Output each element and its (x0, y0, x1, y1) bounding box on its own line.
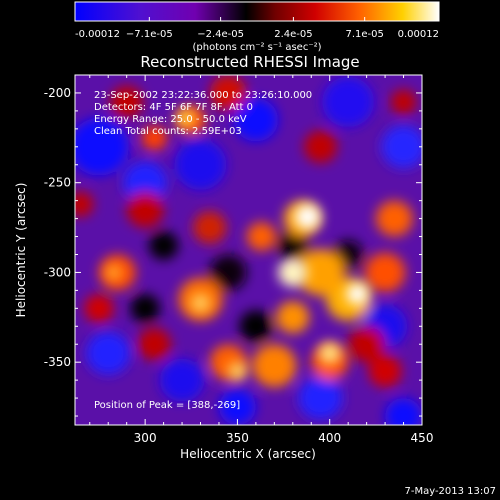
x-tick-label: 450 (411, 431, 434, 445)
footer-date: 7-May-2013 13:07 (404, 486, 496, 497)
colorbar-tick-label: −2.4e-05 (197, 29, 244, 40)
heatmap-blob (385, 398, 422, 425)
y-axis-label: Heliocentric Y (arcsec) (14, 183, 28, 318)
heatmap-blob (364, 252, 406, 293)
heatmap-peak-core (191, 293, 210, 312)
heatmap-blob (218, 389, 256, 425)
heatmap-blob (122, 161, 168, 205)
heatmap-blob (246, 222, 277, 251)
y-tick-label: -300 (44, 265, 71, 279)
heatmap-blob (233, 98, 279, 142)
clean-counts-annotation: Clean Total counts: 2.59E+03 (94, 126, 242, 137)
heatmap-blob (278, 231, 308, 260)
heatmap-peak-core (346, 283, 369, 305)
heatmap-peak-core (176, 109, 195, 128)
heatmap-peak-core (318, 342, 341, 364)
colorbar-ticks: -0.00012 −7.1e-05 −2.4e-05 2.4e-05 7.1e-05 0.… (74, 17, 440, 40)
heatmap-blob (193, 211, 227, 244)
heatmap-blob (148, 231, 179, 260)
heatmap-blob (174, 139, 227, 190)
heatmap-blob (126, 191, 164, 228)
heatmap-peak-core (106, 265, 122, 280)
heatmap-blob (141, 125, 168, 151)
chart-title: Reconstructed RHESSI Image (140, 53, 359, 71)
heatmap-blob (303, 130, 338, 163)
heatmap-blob (298, 376, 343, 420)
heatmap-blob (137, 328, 171, 361)
heatmap-peak-core (228, 362, 247, 381)
plot-frame (74, 74, 423, 426)
heatmap-blob (86, 331, 131, 375)
heatmap-blob (209, 75, 247, 111)
y-tick-label: -350 (44, 355, 71, 369)
heatmap-image (75, 75, 422, 425)
heatmap-blob (110, 85, 144, 119)
heatmap-peak-core (278, 258, 308, 287)
heatmap-blob (75, 118, 129, 176)
peak-position-label: Position of Peak = [388,-269] (94, 400, 240, 411)
heatmap-blob (375, 200, 413, 237)
heatmap-blob (75, 191, 94, 217)
heatmap-blob (348, 326, 386, 363)
heatmap-peak-core (294, 204, 321, 230)
colorbar-units-label: (photons cm⁻² s⁻¹ asec⁻²) (192, 42, 321, 53)
x-axis-label: Heliocentric X (arcsec) (180, 447, 316, 461)
heatmap-blob (252, 344, 297, 388)
heatmap-blob (159, 358, 205, 402)
colorbar-tick-label: 7.1e-05 (345, 29, 383, 40)
heatmap-blob (368, 355, 402, 388)
x-tick-label: 350 (226, 431, 249, 445)
heatmap-blob (239, 310, 273, 343)
colorbar (74, 1, 440, 22)
heatmap-blob (322, 76, 375, 128)
colorbar-tick-label: -0.00012 (75, 29, 120, 40)
heatmap-blob (276, 301, 310, 334)
heatmap-blob (209, 254, 247, 291)
heatmap-blob (84, 293, 114, 323)
x-tick-label: 400 (318, 431, 341, 445)
heatmap-blob (296, 249, 345, 296)
colorbar-tick-label: −7.1e-05 (126, 29, 173, 40)
colorbar-tick-label: 2.4e-05 (274, 29, 312, 40)
x-axis: 300 350 400 450 (89, 75, 434, 445)
energy-range-annotation: Energy Range: 25.0 - 50.0 keV (94, 114, 247, 125)
time-range-annotation: 23-Sep-2002 23:22:36.000 to 23:26:10.000 (94, 90, 312, 101)
y-tick-label: -250 (44, 176, 71, 190)
colorbar-tick-label: 0.00012 (398, 29, 439, 40)
heatmap-blob (381, 125, 422, 169)
heatmap-blob (130, 293, 160, 323)
x-tick-label: 300 (134, 431, 157, 445)
y-axis: -200 -250 -300 -350 (44, 74, 422, 417)
y-tick-label: -200 (44, 86, 71, 100)
detectors-annotation: Detectors: 4F 5F 6F 7F 8F, Att 0 (94, 102, 253, 113)
heatmap-blob (390, 89, 417, 115)
